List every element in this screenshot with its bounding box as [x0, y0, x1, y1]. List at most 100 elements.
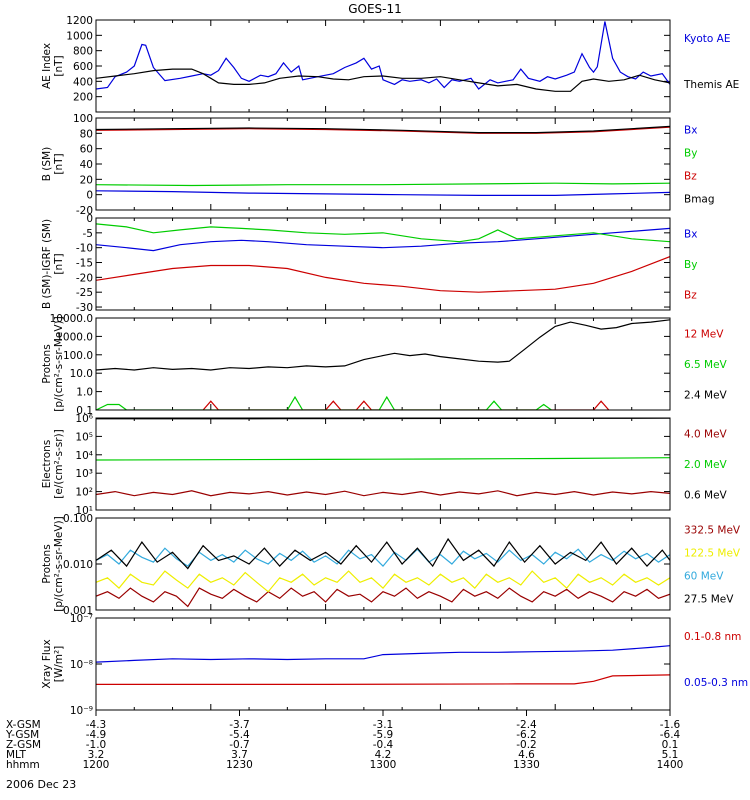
panel-frame — [95, 317, 671, 411]
y-tick-label: -20 — [76, 205, 93, 217]
legend-label: 4.0 MeV — [684, 428, 728, 440]
legend-label: Kyoto AE — [684, 33, 730, 45]
y-tick-label: 20 — [80, 174, 93, 186]
y-tick-label: -15 — [76, 258, 93, 270]
x-row-value: -1.0 — [86, 739, 107, 751]
time-tick-label: 1330 — [513, 759, 540, 771]
legend-label: 2.4 MeV — [684, 390, 728, 402]
panel-6: 0.001 0.010 0.100Protons[p/(cm²-s-sr-MeV)]… — [41, 513, 741, 617]
y-tick-label: 1.0 — [76, 387, 93, 399]
x-row-value: -2.4 — [516, 719, 537, 731]
date-label: 2006 Dec 23 — [6, 778, 76, 791]
series-line-bz — [96, 126, 670, 134]
x-row-label: Y-GSM — [5, 729, 39, 741]
y-tick-label: -5 — [83, 228, 93, 240]
y-tick-label: 60 — [80, 144, 93, 156]
panel-7: 10⁻⁹ 10⁻⁸ 10⁻⁷ Xray Flux[W/m²] 0.1-0.8 nm 0.0… — [41, 613, 748, 717]
panel-frame — [95, 117, 671, 211]
y-tick-label: 10⁴ — [75, 450, 93, 462]
series-group — [96, 645, 670, 686]
y-tick-label: 0 — [86, 213, 93, 225]
series-group — [96, 537, 670, 608]
panel-frame — [95, 19, 671, 113]
panel-frame — [95, 417, 671, 511]
x-row-value: -5.4 — [229, 729, 250, 741]
series-line-122-5-mev — [96, 570, 670, 593]
series-line-60-mev — [96, 547, 670, 567]
legend-label: Bmag — [684, 194, 715, 206]
panel-1: 200 400 600 800 1000 1200 AE Index[nT] Kyoto AE… — [41, 15, 739, 113]
legend-label: 0.1-0.8 nm — [684, 631, 741, 643]
x-row-value: -3.1 — [373, 719, 394, 731]
y-tick-label: 200 — [73, 92, 93, 104]
time-tick-label: 1200 — [83, 759, 110, 771]
panel-frame — [95, 217, 671, 311]
y-tick-label: 400 — [73, 76, 93, 88]
x-row-value: 3.2 — [88, 749, 105, 761]
x-row-label: MLT — [6, 749, 26, 761]
series-line-27-5-mev — [96, 537, 670, 570]
y-tick-label: 10² — [75, 487, 93, 499]
y-axis-label: Electrons[e/(cm²-s-sr)] — [41, 429, 65, 498]
time-label: hhmm — [6, 759, 40, 771]
series-line-by — [96, 182, 670, 187]
panel-2: -20 0 20 40 60 80 100 B (SM)[nT] Bx By Bz Bmag — [41, 113, 715, 217]
y-tick-label: 10¹ — [75, 505, 93, 517]
series-line-2-4-mev — [96, 319, 670, 371]
y-tick-label: 40 — [80, 159, 93, 171]
series-line-2-0-mev — [96, 457, 670, 461]
series-group — [96, 319, 670, 410]
y-tick-label: 80 — [80, 128, 93, 140]
y-tick-label: 600 — [73, 61, 93, 73]
series-group — [96, 223, 670, 293]
x-row-value: 5.1 — [662, 749, 679, 761]
legend-label: Bx — [684, 125, 697, 137]
time-tick-label: 1230 — [226, 759, 253, 771]
series-group — [96, 21, 670, 92]
y-tick-label: 800 — [73, 46, 93, 58]
x-row-value: -3.7 — [229, 719, 250, 731]
series-line-12-mev — [202, 400, 610, 410]
y-tick-label: 10000.0 — [50, 313, 93, 325]
y-tick-label: 0 — [86, 190, 93, 202]
series-line-332-5-mev — [96, 587, 670, 608]
y-axis-label: Protons[p/(cm²-s-sr-MeV)] — [41, 516, 65, 611]
series-line-bz — [96, 256, 670, 293]
x-row-value: 3.7 — [231, 749, 248, 761]
y-tick-label: 1000.0 — [56, 331, 93, 343]
x-row-value: -0.2 — [516, 739, 537, 751]
legend-label: By — [684, 148, 697, 160]
x-row-value: -5.9 — [373, 729, 394, 741]
y-tick-label: 0.010 — [63, 559, 93, 571]
y-tick-label: -30 — [76, 302, 93, 314]
y-axis-label: Xray Flux[W/m²] — [41, 639, 65, 688]
series-line-0-05-0-3-nm — [96, 645, 670, 663]
panel-frame — [95, 617, 671, 711]
series-line-bx — [96, 190, 670, 196]
x-row-value: -0.7 — [229, 739, 250, 751]
legend-label: Bx — [684, 228, 697, 240]
y-tick-label: 0.100 — [63, 513, 93, 525]
x-row-value: -6.4 — [660, 729, 681, 741]
y-tick-label: 100 — [73, 113, 93, 125]
x-axis-annotation: X-GSM -4.3 -3.7 -3.1 -2.4 -1.6 Y-GSM -4.9 -5.4 -5… — [5, 710, 683, 771]
panel-5: 10¹ 10² 10³ 10⁴ 10⁵ 10⁶ Electrons[e/(cm²-s-sr)… — [41, 413, 728, 517]
x-row-value: -4.9 — [86, 729, 107, 741]
legend-label: 332.5 MeV — [684, 525, 741, 537]
legend-label: Themis AE — [683, 79, 739, 91]
legend-label: 0.05-0.3 nm — [684, 677, 748, 689]
x-row-value: 4.6 — [518, 749, 535, 761]
y-tick-label: 10⁶ — [75, 413, 93, 425]
y-tick-label: -20 — [76, 272, 93, 284]
legend-label: By — [684, 259, 697, 271]
y-tick-label: 100.0 — [63, 350, 93, 362]
x-row-value: -0.4 — [373, 739, 394, 751]
legend-label: 6.5 MeV — [684, 359, 728, 371]
x-row-value: -1.6 — [660, 719, 681, 731]
legend-label: 27.5 MeV — [684, 594, 734, 606]
series-line-6-5-mev — [96, 395, 552, 410]
y-axis-label: Protons[p/(cm²-s-sr-MeV)] — [41, 316, 65, 411]
legend-label: 122.5 MeV — [684, 548, 741, 560]
series-line-bx — [96, 227, 670, 252]
